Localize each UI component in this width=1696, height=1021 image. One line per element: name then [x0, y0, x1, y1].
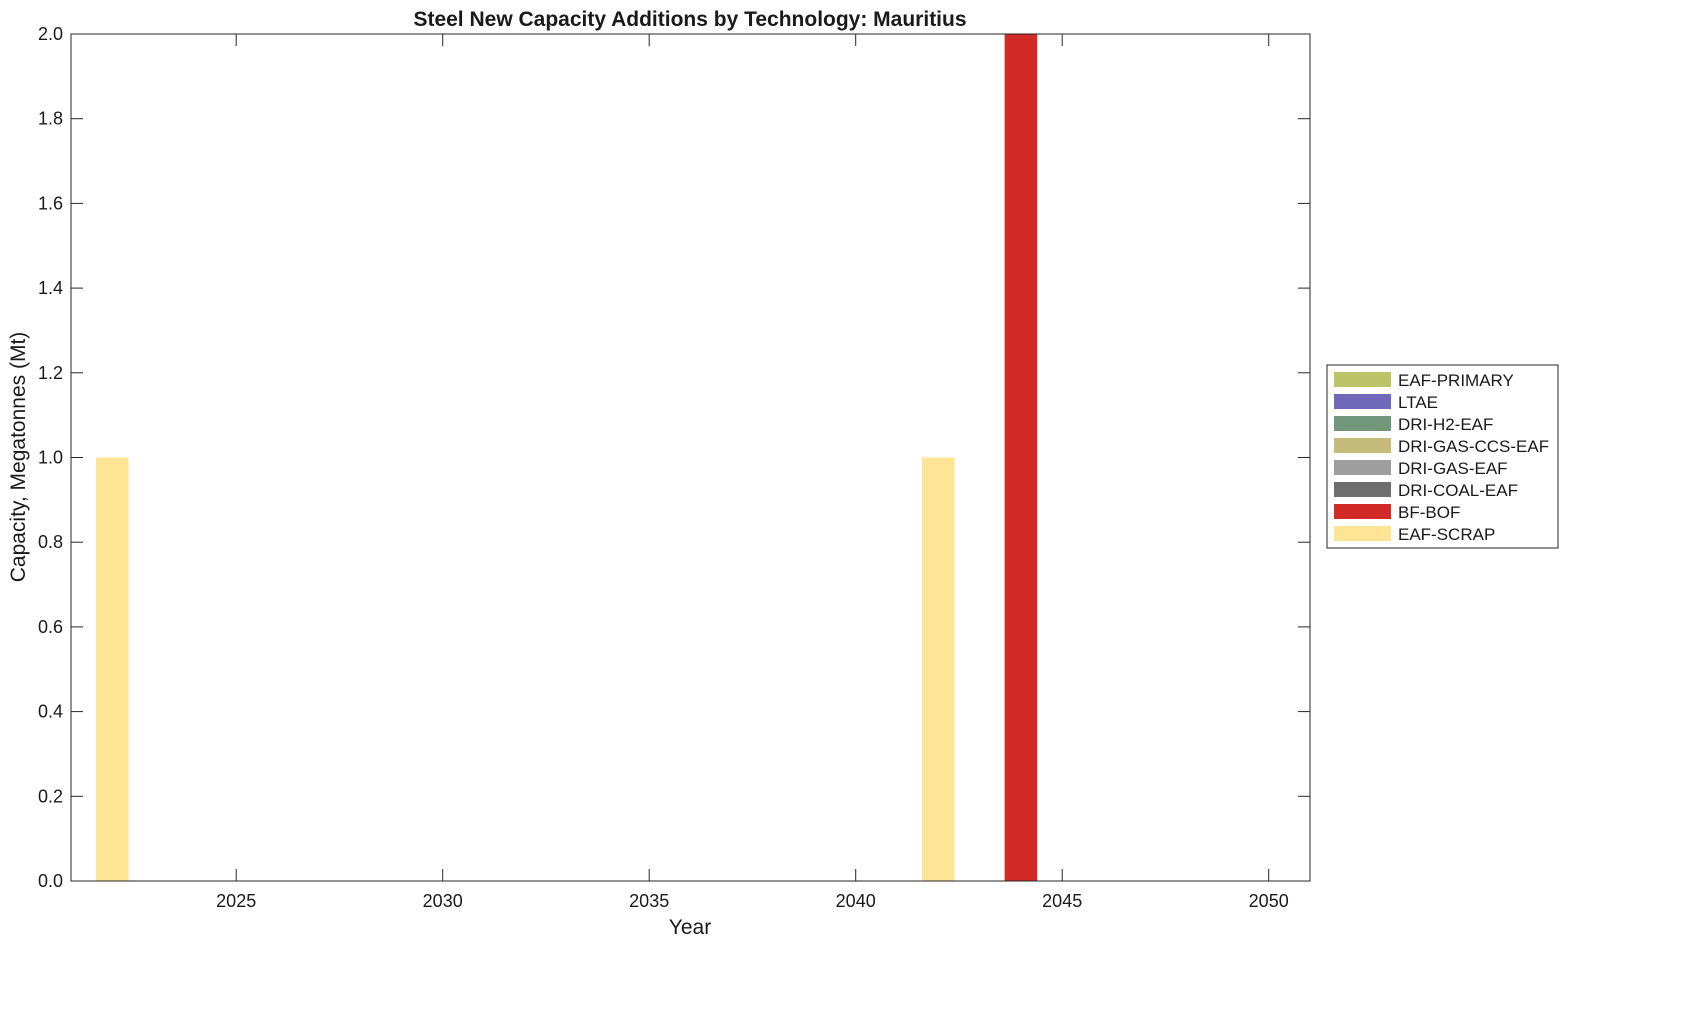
- bar-eaf-scrap-2022: [96, 457, 129, 881]
- y-tick-label: 0.4: [38, 702, 63, 722]
- legend-swatch-dri-gas-eaf: [1334, 460, 1391, 475]
- y-tick-label: 1.2: [38, 363, 63, 383]
- legend-swatch-ltae: [1334, 394, 1391, 409]
- bar-bf-bof-2044: [1004, 34, 1038, 881]
- legend-label-dri-gas-ccs-eaf: DRI-GAS-CCS-EAF: [1398, 437, 1549, 456]
- legend-label-dri-h2-eaf: DRI-H2-EAF: [1398, 415, 1493, 434]
- legend-label-eaf-scrap: EAF-SCRAP: [1398, 525, 1495, 544]
- x-tick-label: 2035: [629, 891, 669, 911]
- bar-eaf-scrap-2042: [922, 457, 955, 881]
- legend-swatch-eaf-scrap: [1334, 526, 1391, 541]
- x-tick-label: 2030: [423, 891, 463, 911]
- y-tick-label: 0.8: [38, 532, 63, 552]
- y-tick-label: 1.6: [38, 193, 63, 213]
- x-tick-label: 2045: [1042, 891, 1082, 911]
- y-tick-label: 2.0: [38, 24, 63, 44]
- y-axis-label: Capacity, Megatonnes (Mt): [7, 332, 30, 583]
- y-tick-label: 0.6: [38, 617, 63, 637]
- legend-label-eaf-primary: EAF-PRIMARY: [1398, 371, 1514, 390]
- legend-swatch-dri-coal-eaf: [1334, 482, 1391, 497]
- legend-label-dri-coal-eaf: DRI-COAL-EAF: [1398, 481, 1518, 500]
- chart-title: Steel New Capacity Additions by Technolo…: [413, 8, 966, 31]
- y-tick-label: 1.0: [38, 448, 63, 468]
- legend-label-bf-bof: BF-BOF: [1398, 503, 1460, 522]
- y-tick-label: 1.8: [38, 109, 63, 129]
- legend-swatch-bf-bof: [1334, 504, 1391, 519]
- ticks-layer: 2025 2030 2035 2040 2045 2050 0.0 0.2 0.4 0.6 0.8 1…: [38, 24, 1310, 911]
- bars-layer: [96, 34, 1038, 881]
- legend-swatch-eaf-primary: [1334, 372, 1391, 387]
- legend-swatch-dri-h2-eaf: [1334, 416, 1391, 431]
- x-axis-label: Year: [669, 916, 711, 939]
- x-tick-label: 2040: [836, 891, 876, 911]
- y-tick-label: 0.0: [38, 871, 63, 891]
- legend: EAF-PRIMARY LTAE DRI-H2-EAF DRI-GAS-CCS-EAF…: [1326, 364, 1559, 549]
- plot-frame: [70, 33, 1311, 882]
- legend-label-dri-gas-eaf: DRI-GAS-EAF: [1398, 459, 1508, 478]
- legend-swatch-dri-gas-ccs-eaf: [1334, 438, 1391, 453]
- x-tick-label: 2025: [216, 891, 256, 911]
- y-tick-label: 1.4: [38, 278, 63, 298]
- y-tick-label: 0.2: [38, 786, 63, 806]
- x-tick-label: 2050: [1249, 891, 1289, 911]
- legend-label-ltae: LTAE: [1398, 393, 1438, 412]
